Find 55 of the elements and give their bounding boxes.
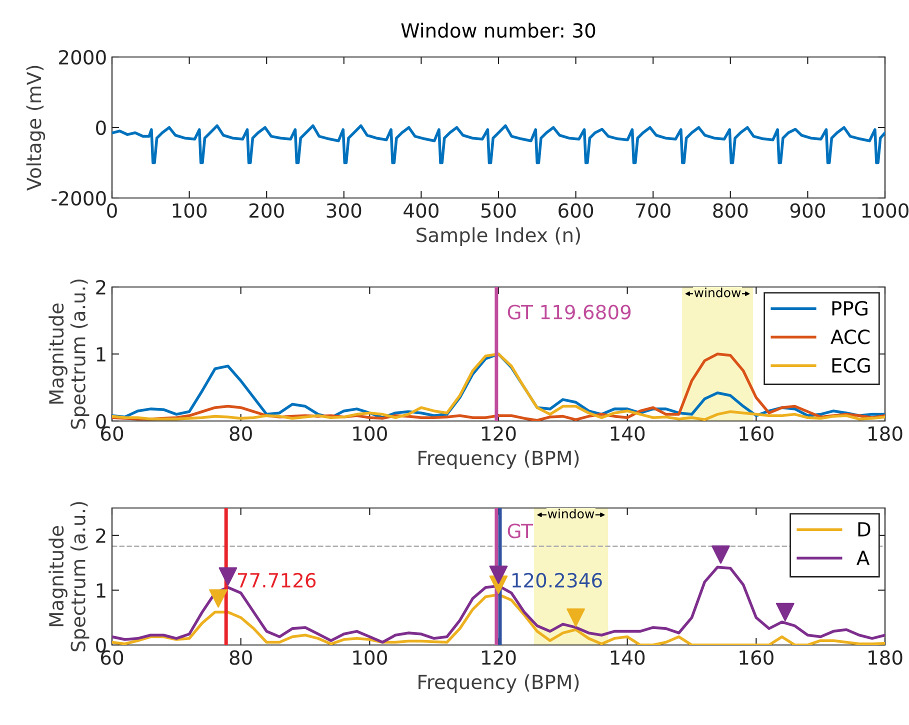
point xyxy=(209,589,228,608)
y-tick-label: -2000 xyxy=(52,190,106,206)
x-tick-label: 160 xyxy=(740,426,774,441)
x-tick-label: 180 xyxy=(868,426,902,441)
x-tick-label: 180 xyxy=(868,650,902,665)
point xyxy=(218,567,238,586)
x-tick-label: 100 xyxy=(353,650,387,665)
x-axis-title: Frequency (BPM) xyxy=(418,450,579,470)
y-axis-title: Voltage (mV) xyxy=(26,66,46,191)
band-label: window xyxy=(694,288,741,298)
y-tick-label: 1 xyxy=(96,583,106,598)
x-axis-title: Frequency (BPM) xyxy=(418,674,579,694)
x-axis-title: Sample Index (n) xyxy=(416,227,580,246)
x-tick-label: 80 xyxy=(230,650,252,665)
x-tick-label: 200 xyxy=(249,203,284,218)
y-tick-label: 2000 xyxy=(59,50,106,65)
x-tick-label: 700 xyxy=(636,203,670,218)
line-series xyxy=(112,124,885,164)
point xyxy=(489,566,508,584)
legend-label: ECG xyxy=(832,358,870,373)
x-tick-label: 600 xyxy=(558,203,594,218)
x-tick-label: 80 xyxy=(230,426,252,441)
legend-label: PPG xyxy=(832,300,868,316)
y-tick-label: 2 xyxy=(96,280,106,294)
y-axis-title: Magnitude Spectrum (a.u.) xyxy=(48,502,90,652)
x-tick-label: 0 xyxy=(107,203,117,218)
legend-label: ACC xyxy=(830,329,870,344)
ref-line-label: 77.7126 xyxy=(238,572,316,588)
x-tick-label: 120 xyxy=(482,650,516,665)
band-label: window xyxy=(548,508,594,518)
x-tick-label: 300 xyxy=(326,203,362,218)
x-tick-label: 900 xyxy=(790,203,825,218)
x-tick-label: 400 xyxy=(404,203,438,218)
y-tick-label: 2 xyxy=(96,528,106,543)
x-tick-label: 140 xyxy=(610,650,645,665)
x-tick-label: 120 xyxy=(482,426,516,441)
x-tick-label: 800 xyxy=(713,203,748,218)
y-tick-label: 1 xyxy=(96,347,106,362)
ref-line-label: GT 119.6809 xyxy=(508,304,631,320)
x-tick-label: 140 xyxy=(610,426,645,441)
point xyxy=(712,545,730,564)
x-tick-label: 160 xyxy=(740,650,774,665)
chart-title: Window number: 30 xyxy=(401,22,596,38)
legend-label: A xyxy=(856,550,870,565)
x-tick-label: 100 xyxy=(353,426,387,441)
point xyxy=(566,608,585,627)
y-tick-label: 0 xyxy=(96,120,106,136)
x-tick-label: 100 xyxy=(172,203,207,218)
legend-label: D xyxy=(858,522,870,536)
ref-line-label: 120.2346 xyxy=(512,572,602,588)
x-tick-label: 1000 xyxy=(862,203,908,218)
x-tick-label: 500 xyxy=(481,203,516,218)
point xyxy=(776,602,794,622)
y-axis-title: Magnitude Spectrum (a.u.) xyxy=(48,280,90,429)
ref-line-label: GT xyxy=(508,524,534,538)
